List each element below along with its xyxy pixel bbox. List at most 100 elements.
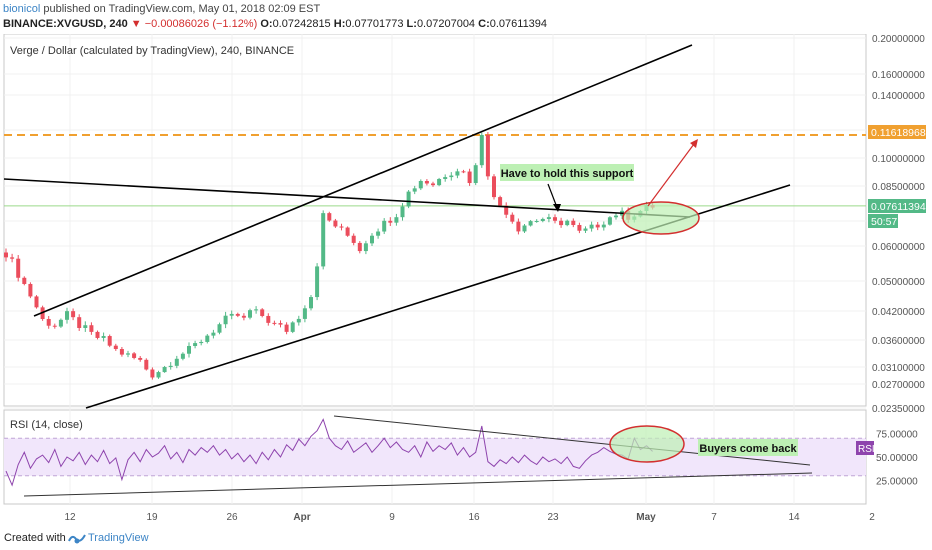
candle-body bbox=[260, 309, 265, 316]
change-arrow-icon: ▼ bbox=[130, 18, 142, 30]
tradingview-logo-icon bbox=[68, 531, 86, 548]
price-pane[interactable] bbox=[3, 34, 867, 407]
candle-body bbox=[211, 332, 216, 336]
target-arrow-head-icon bbox=[690, 139, 698, 148]
candle-body bbox=[595, 224, 600, 228]
publish-info: bionicol published on TradingView.com, M… bbox=[3, 3, 320, 15]
candle-body bbox=[113, 345, 118, 350]
rsi-tick-label: 25.00000 bbox=[876, 477, 918, 488]
candle-body bbox=[83, 325, 88, 328]
tradingview-link[interactable]: TradingView bbox=[88, 532, 149, 544]
price-tick-label: 0.06000000 bbox=[872, 242, 925, 253]
candle-body bbox=[492, 176, 496, 198]
rsi-annotation-text: Buyers come back bbox=[699, 443, 797, 455]
candle-body bbox=[431, 183, 435, 186]
candle-body bbox=[95, 331, 100, 338]
candle-body bbox=[241, 315, 246, 318]
close-label: C: bbox=[478, 18, 490, 30]
candle-body bbox=[455, 171, 460, 176]
rsi-tick-label: 50.00000 bbox=[876, 453, 918, 464]
author-link[interactable]: bionicol bbox=[3, 3, 41, 15]
candle-body bbox=[126, 353, 130, 355]
footer: Created with TradingView bbox=[0, 528, 932, 550]
chart-header: bionicol published on TradingView.com, M… bbox=[0, 0, 932, 34]
candle-body bbox=[424, 180, 429, 184]
candle-body bbox=[571, 220, 576, 225]
countdown-label: 50:57 bbox=[871, 216, 897, 228]
candle-body bbox=[559, 220, 564, 226]
price-tick-label: 0.05000000 bbox=[872, 277, 925, 288]
candle-body bbox=[467, 171, 472, 184]
candle-body bbox=[174, 358, 179, 366]
price-tick-label: 0.20000000 bbox=[872, 34, 925, 45]
candle-body bbox=[345, 227, 350, 236]
time-tick-label: 26 bbox=[226, 512, 238, 523]
ohlc-line: BINANCE:XVGUSD, 240 ▼ −0.00086026 (−1.12… bbox=[3, 18, 547, 30]
publish-text: published on TradingView.com, May 01, 20… bbox=[43, 3, 321, 15]
candle-body bbox=[498, 197, 503, 206]
rsi-title: RSI (14, close) bbox=[10, 419, 83, 431]
candle-body bbox=[205, 335, 210, 342]
high-label: H: bbox=[333, 18, 346, 30]
candle-body bbox=[77, 317, 82, 328]
candle-body bbox=[333, 220, 338, 227]
rsi-descending-line bbox=[333, 415, 811, 466]
candle-body bbox=[28, 283, 33, 297]
candle-body bbox=[101, 336, 106, 338]
low-label: L: bbox=[406, 18, 417, 30]
candle-body bbox=[589, 224, 594, 229]
breakout-ellipse bbox=[622, 201, 700, 235]
candle-body bbox=[565, 220, 570, 226]
candle-body bbox=[546, 217, 551, 219]
candle-body bbox=[357, 242, 362, 252]
candle-body bbox=[162, 367, 167, 373]
time-tick-label: Apr bbox=[293, 512, 310, 523]
time-axis: 12 19 26 Apr 9 16 23 May 7 14 2 bbox=[64, 512, 875, 523]
candle-body bbox=[485, 135, 490, 177]
rsi-line bbox=[5, 418, 653, 487]
open-label: O: bbox=[260, 18, 273, 30]
candle-body bbox=[473, 165, 478, 184]
candle-body bbox=[461, 171, 466, 173]
candle-body bbox=[376, 231, 381, 236]
candle-body bbox=[418, 180, 423, 189]
candle-body bbox=[614, 215, 618, 218]
candle-body bbox=[510, 214, 515, 222]
time-tick-label: 16 bbox=[468, 512, 480, 523]
candle-body bbox=[327, 213, 332, 221]
price-tick-label: 0.04200000 bbox=[872, 307, 925, 318]
candle-body bbox=[168, 365, 173, 368]
candle-body bbox=[528, 221, 533, 226]
price-chart[interactable]: Have to hold this support Verge / Dollar… bbox=[0, 34, 932, 528]
candle-body bbox=[193, 343, 198, 346]
rsi-annotation-box bbox=[698, 439, 798, 456]
descending-trend-line bbox=[3, 178, 691, 218]
candle-body bbox=[437, 178, 442, 186]
candle-body bbox=[443, 177, 448, 179]
candle-body bbox=[516, 221, 521, 232]
candle-body bbox=[479, 135, 484, 166]
candle-body bbox=[266, 315, 271, 323]
time-tick-label: 12 bbox=[64, 512, 76, 523]
time-tick-label: 23 bbox=[547, 512, 559, 523]
candle-body bbox=[370, 235, 374, 244]
rsi-tick-label: 75.00000 bbox=[876, 430, 918, 441]
candle-body bbox=[553, 217, 557, 221]
time-tick-label: 2 bbox=[869, 512, 875, 523]
candle-body bbox=[607, 217, 612, 225]
candle-body bbox=[351, 235, 356, 243]
candle-body bbox=[187, 345, 191, 354]
support-annotation-text: Have to hold this support bbox=[501, 168, 634, 180]
candle-body bbox=[522, 225, 527, 232]
candle-body bbox=[296, 318, 301, 323]
candle-body bbox=[394, 217, 399, 223]
candle-body bbox=[363, 243, 368, 252]
candle-body bbox=[180, 353, 185, 359]
candle-body bbox=[534, 221, 539, 223]
candle-body bbox=[58, 319, 63, 327]
candle-body bbox=[138, 357, 143, 360]
candle-body bbox=[339, 226, 344, 228]
symbol-label: BINANCE:XVGUSD, 240 bbox=[3, 18, 128, 30]
candle-body bbox=[4, 252, 8, 258]
candle-body bbox=[107, 336, 112, 346]
